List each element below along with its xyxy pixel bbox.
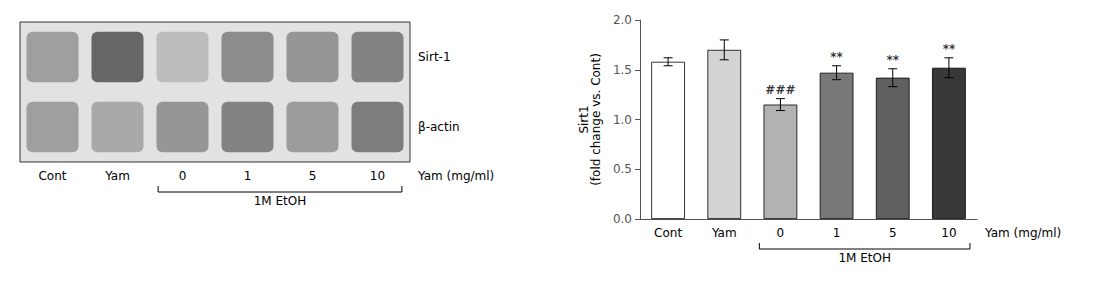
svg-text:(fold change vs. Cont): (fold change vs. Cont): [589, 53, 603, 186]
svg-text:1.5: 1.5: [613, 63, 632, 77]
svg-text:Yam: Yam: [104, 169, 130, 183]
svg-text:**: **: [830, 50, 843, 64]
svg-text:1.0: 1.0: [613, 113, 632, 127]
svg-text:1: 1: [833, 226, 841, 240]
svg-text:Sirt-1: Sirt-1: [418, 50, 451, 64]
svg-text:Cont: Cont: [38, 169, 66, 183]
svg-text:Yam (mg/ml): Yam (mg/ml): [984, 226, 1061, 240]
svg-text:Cont: Cont: [654, 226, 682, 240]
svg-text:1: 1: [244, 169, 252, 183]
svg-text:Yam (mg/ml): Yam (mg/ml): [417, 169, 494, 183]
svg-text:1M EtOH: 1M EtOH: [838, 251, 891, 265]
svg-text:0.5: 0.5: [613, 162, 632, 176]
svg-text:1M EtOH: 1M EtOH: [254, 194, 307, 208]
svg-text:**: **: [886, 53, 899, 67]
svg-text:2.0: 2.0: [613, 13, 632, 27]
svg-text:**: **: [943, 42, 956, 56]
svg-text:0.0: 0.0: [613, 212, 632, 226]
svg-text:5: 5: [309, 169, 317, 183]
svg-text:Sirt1: Sirt1: [577, 105, 591, 134]
svg-text:Yam: Yam: [711, 226, 737, 240]
svg-text:10: 10: [941, 226, 956, 240]
svg-text:###: ###: [765, 83, 795, 97]
svg-text:β-actin: β-actin: [418, 120, 460, 134]
svg-text:5: 5: [889, 226, 897, 240]
svg-text:10: 10: [370, 169, 385, 183]
svg-text:0: 0: [777, 226, 785, 240]
svg-text:0: 0: [179, 169, 187, 183]
